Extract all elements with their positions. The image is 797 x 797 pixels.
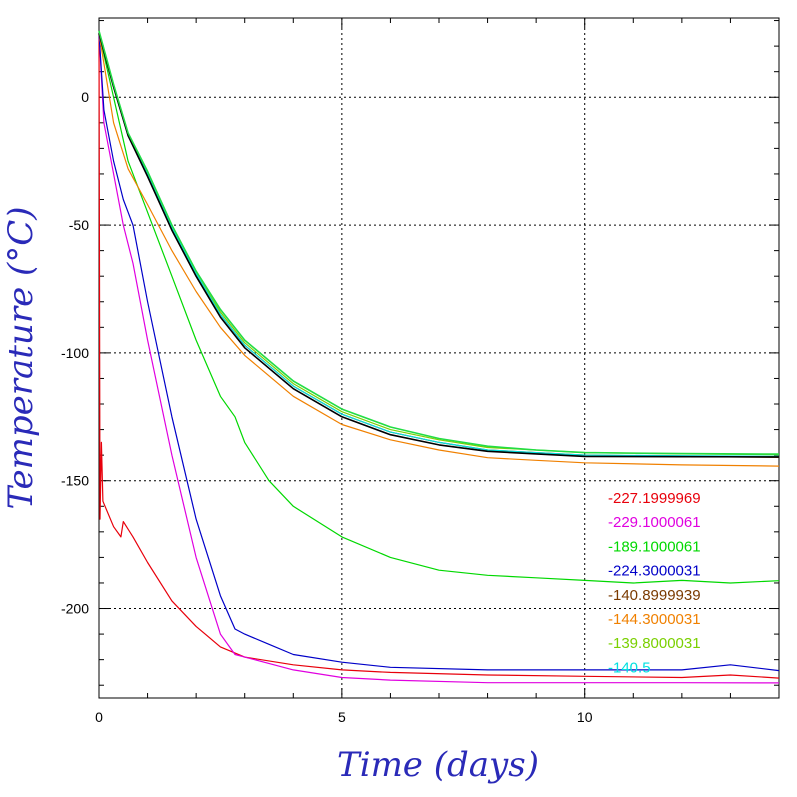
series-line — [98, 33, 780, 672]
x-axis-title: Time (days) — [337, 745, 539, 785]
y-tick-label: -50 — [69, 217, 89, 233]
y-tick-label: -200 — [61, 601, 89, 617]
y-tick-label: -150 — [61, 473, 89, 489]
x-tick-labels: 0 5 10 — [95, 709, 593, 725]
y-axis-title: Temperature (°C) — [1, 206, 41, 509]
series-lines — [98, 30, 780, 684]
series-line — [98, 33, 780, 684]
x-tick-label: 5 — [338, 709, 346, 725]
y-tick-label: -100 — [61, 345, 89, 361]
series-line — [98, 30, 780, 455]
legend-label: -229.1000061 — [608, 514, 701, 531]
y-tick-label: 0 — [81, 89, 89, 105]
series-line — [98, 33, 780, 458]
series-line — [98, 33, 780, 679]
series-line — [98, 33, 780, 584]
x-tick-label: 10 — [577, 709, 593, 725]
legend-label: -189.1000061 — [608, 538, 701, 555]
series-line — [98, 33, 780, 456]
legend: -227.1999969 -229.1000061 -189.1000061 -224… — [608, 490, 701, 676]
legend-label: -227.1999969 — [608, 490, 701, 507]
series-line — [98, 33, 780, 467]
y-tick-labels: 0 -50 -100 -150 -200 — [61, 89, 89, 616]
legend-label: -140.8999939 — [608, 587, 701, 604]
grid — [99, 18, 779, 698]
legend-label: -224.3000031 — [608, 563, 701, 580]
legend-label: -139.8000031 — [608, 635, 701, 652]
x-tick-label: 0 — [95, 709, 103, 725]
legend-label: -140.5 — [608, 659, 651, 676]
legend-label: -144.3000031 — [608, 611, 701, 628]
